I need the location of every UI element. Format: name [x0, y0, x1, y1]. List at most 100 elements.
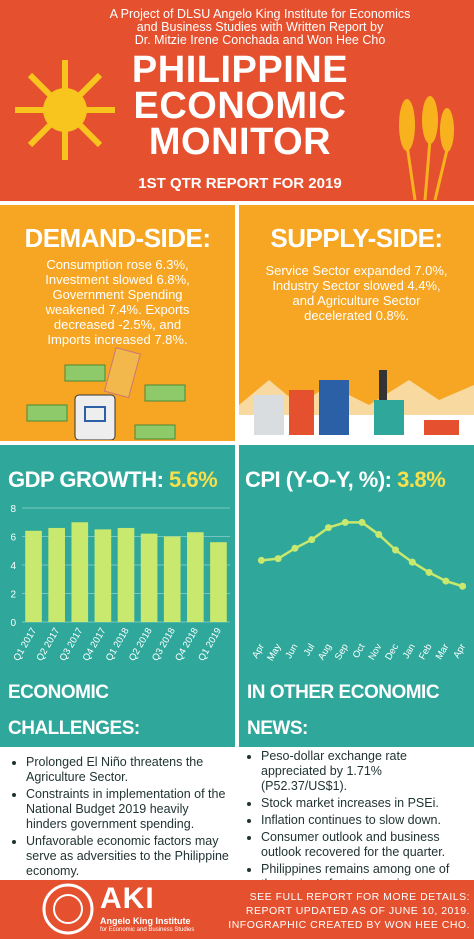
- chart-highlight: 5.6%: [169, 467, 218, 492]
- bullet-item: Consumer outlook and business outlook re…: [261, 830, 470, 860]
- footer-line: REPORT UPDATED AS OF JUNE 10, 2019.: [245, 905, 470, 917]
- x-tick-label: Apr: [451, 642, 468, 660]
- challenges-box: ECONOMIC CHALLENGES: Prolonged El Niño t…: [0, 675, 235, 879]
- bar: [48, 527, 65, 622]
- title-line: PHILIPPINE: [131, 49, 349, 91]
- y-tick-label: 8: [10, 504, 16, 515]
- x-tick-label: May: [265, 642, 284, 663]
- x-tick-label: Dec: [383, 642, 401, 662]
- university-seal: [42, 883, 94, 935]
- point: [442, 577, 450, 585]
- line: [261, 521, 463, 588]
- chart-title-text: GDP GROWTH:: [8, 467, 164, 492]
- footer-line: INFOGRAPHIC CREATED BY WON HEE CHO.: [228, 919, 470, 931]
- point: [425, 568, 433, 576]
- y-tick-label: 4: [10, 561, 16, 572]
- bar: [187, 532, 204, 622]
- text-line: Service Sector expanded 7.0%,: [265, 263, 448, 278]
- x-tick-label: Mar: [434, 642, 452, 662]
- point: [358, 518, 366, 526]
- x-tick-label: Oct: [351, 642, 368, 661]
- bullet-item: Peso-dollar exchange rate appreciated by…: [261, 749, 470, 794]
- bullet-item: Inflation continues to slow down.: [261, 813, 470, 828]
- bullet-item: Stock market increases in PSEi.: [261, 796, 470, 811]
- bar: [163, 536, 181, 622]
- text-line: and Agriculture Sector: [292, 293, 421, 308]
- bar: [94, 529, 112, 622]
- factory-illustration: [239, 370, 474, 441]
- text-line: Imports increased 7.8%.: [47, 332, 188, 347]
- sun-icon: [15, 60, 115, 160]
- supply-panel: SUPPLY-SIDE: Service Sector expanded 7.0…: [239, 205, 474, 441]
- y-tick-label: 0: [10, 618, 16, 629]
- bar: [25, 530, 42, 622]
- bar: [71, 522, 89, 622]
- chart-title: CPI (Y-O-Y, %): 3.8%: [245, 467, 446, 493]
- x-tick-label: Nov: [366, 642, 384, 662]
- credit-line: A Project of DLSU Angelo King Institute …: [109, 7, 411, 21]
- footer: AKI Angelo King Institute for Economic a…: [0, 880, 474, 939]
- point: [308, 536, 316, 544]
- gdp-panel: GDP GROWTH: 5.6% 0 2 4 6 8 Q1 2017 Q2 2017 Q3 2…: [0, 445, 235, 681]
- point: [392, 546, 400, 554]
- x-tick-label: Sep: [333, 642, 351, 662]
- text-line: Investment slowed 6.8%,: [45, 272, 190, 287]
- panel-text: Service Sector expanded 7.0%, Industry Se…: [239, 263, 474, 323]
- chart-title-text: CPI (Y-O-Y, %):: [245, 467, 392, 492]
- point: [274, 555, 282, 563]
- money-illustration: [26, 347, 186, 440]
- bar: [210, 542, 227, 622]
- bullet-item: Unfavorable economic factors may serve a…: [26, 834, 231, 879]
- point: [459, 582, 467, 590]
- text-line: Consumption rose 6.3%,: [46, 257, 189, 272]
- header: A Project of DLSU Angelo King Institute …: [0, 0, 474, 201]
- panel-title: DEMAND-SIDE:: [24, 223, 211, 253]
- text-line: weakened 7.4%. Exports: [45, 302, 190, 317]
- title-line: MONITOR: [148, 121, 332, 163]
- institute-sub: for Economic and Business Studies: [100, 927, 195, 933]
- y-tick-label: 6: [10, 533, 16, 544]
- main-title: PHILIPPINE ECONOMIC MONITOR: [90, 49, 390, 163]
- text-line: Government Spending: [52, 287, 183, 302]
- cpi-panel: CPI (Y-O-Y, %): 3.8% Apr May Jun Jul Aug Sep O…: [239, 445, 474, 681]
- chart-highlight: 3.8%: [397, 467, 446, 492]
- panel-text: Consumption rose 6.3%, Investment slowed …: [0, 257, 235, 347]
- bullet-item: Constraints in implementation of the Nat…: [26, 787, 231, 832]
- x-tick-label: Aug: [316, 642, 334, 662]
- credit-line: Dr. Mitzie Irene Conchada and Won Hee Ch…: [134, 33, 386, 47]
- chart-title: GDP GROWTH: 5.6%: [8, 467, 218, 493]
- y-tick-label: 2: [10, 590, 16, 601]
- point: [375, 531, 383, 538]
- text-line: decreased -2.5%, and: [53, 317, 182, 332]
- demand-panel: DEMAND-SIDE: Consumption rose 6.3%, Inves…: [0, 205, 235, 441]
- x-tick-label: Jun: [283, 642, 300, 661]
- point: [341, 518, 349, 526]
- rice-icon: [399, 96, 454, 200]
- project-credit: A Project of DLSU Angelo King Institute …: [60, 8, 460, 47]
- bullet-list: Prolonged El Niño threatens the Agricult…: [6, 755, 231, 879]
- title-line: ECONOMIC: [133, 85, 347, 127]
- subtitle: 1ST QTR REPORT FOR 2019: [138, 175, 342, 192]
- point: [257, 556, 265, 564]
- bar: [117, 527, 135, 622]
- x-tick-label: Jul: [302, 642, 318, 658]
- footer-text: SEE FULL REPORT FOR MORE DETAILS: REPORT …: [190, 890, 470, 932]
- point: [291, 544, 299, 552]
- box-title: IN OTHER ECONOMIC NEWS:: [239, 675, 474, 747]
- x-tick-label: Feb: [417, 642, 435, 662]
- text-line: decelerated 0.8%.: [304, 308, 409, 323]
- news-box: IN OTHER ECONOMIC NEWS: Peso-dollar exch…: [239, 675, 474, 906]
- box-title: ECONOMIC CHALLENGES:: [0, 675, 235, 747]
- x-tick-label: Jan: [401, 642, 418, 661]
- bar: [140, 533, 158, 622]
- footer-line: SEE FULL REPORT FOR MORE DETAILS:: [249, 891, 470, 903]
- institute-name: Angelo King Institute: [100, 916, 191, 926]
- credit-line: and Business Studies with Written Report…: [136, 20, 384, 34]
- text-line: Industry Sector slowed 4.4%,: [272, 278, 441, 293]
- point: [408, 558, 416, 566]
- bullet-item: Prolonged El Niño threatens the Agricult…: [26, 755, 231, 785]
- logo-text: AKI: [100, 882, 155, 915]
